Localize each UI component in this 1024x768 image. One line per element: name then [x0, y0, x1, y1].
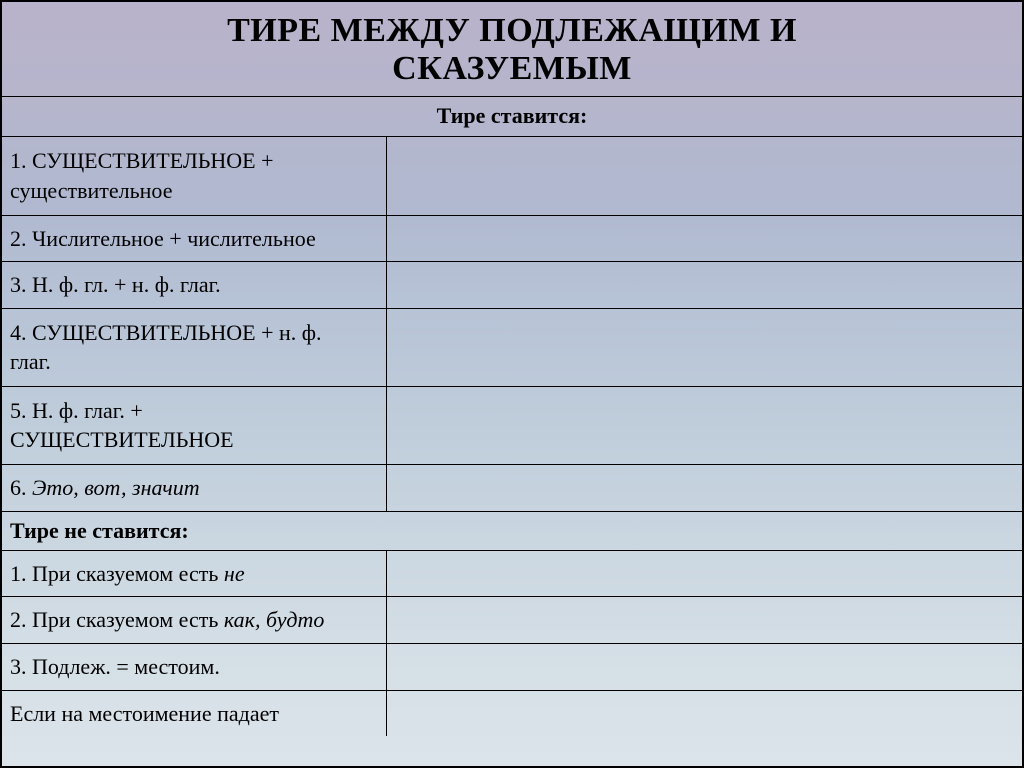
table-row: 2. Числительное + числительное [2, 215, 1022, 262]
rule-italic: не [224, 561, 245, 586]
table-row: 4. СУЩЕСТВИТЕЛЬНОЕ + н. ф. глаг. [2, 308, 1022, 386]
rule-plus: + н. ф. [261, 320, 321, 345]
subheader-dash-yes: Тире ставится: [2, 97, 1022, 137]
example-cell [386, 464, 1022, 511]
rule-num: 2. [10, 607, 27, 632]
rule-tail: Если на местоимение падает [10, 701, 279, 726]
subheader-dash-no: Тире не ставится: [2, 512, 1022, 551]
example-cell [386, 308, 1022, 386]
example-cell [386, 597, 1022, 644]
title-line-1: ТИРЕ МЕЖДУ ПОДЛЕЖАЩИМ И [10, 12, 1014, 50]
rule-cell: 3. Н. ф. гл. + н. ф. глаг. [2, 262, 386, 309]
rule-cell: 1. СУЩЕСТВИТЕЛЬНОЕ + существительное [2, 137, 386, 215]
rule-cell: 3. Подлеж. = местоим. [2, 643, 386, 690]
rule-italic: как, будто [224, 607, 325, 632]
rule-num: 5. [10, 398, 27, 423]
table-row: Если на местоимение падает [2, 690, 1022, 736]
rule-num: 1. [10, 148, 27, 173]
rule-text: Н. ф. гл. + н. ф. глаг. [32, 272, 221, 297]
rule-part-a: СУЩЕСТВИТЕЛЬНОЕ [32, 320, 256, 345]
rule-num: 2. [10, 226, 27, 251]
rule-num: 3. [10, 272, 27, 297]
example-cell [386, 137, 1022, 215]
table-row: 3. Подлеж. = местоим. [2, 643, 1022, 690]
rule-cell: 4. СУЩЕСТВИТЕЛЬНОЕ + н. ф. глаг. [2, 308, 386, 386]
slide: ТИРЕ МЕЖДУ ПОДЛЕЖАЩИМ И СКАЗУЕМЫМ Тире с… [0, 0, 1024, 768]
example-cell [386, 690, 1022, 736]
rule-num: 3. [10, 654, 27, 679]
table-row: 1. СУЩЕСТВИТЕЛЬНОЕ + существительное [2, 137, 1022, 215]
rule-plus: + [261, 148, 273, 173]
table-row: 1. При сказуемом есть не [2, 551, 1022, 597]
table-row: 2. При сказуемом есть как, будто [2, 597, 1022, 644]
rule-text: Подлеж. = местоим. [32, 654, 220, 679]
rule-italic: Это, вот, значит [32, 475, 200, 500]
rule-part-b: существительное [10, 178, 172, 203]
rule-cell: 1. При сказуемом есть не [2, 551, 386, 597]
table-dash-no: 1. При сказуемом есть не 2. При сказуемо… [2, 551, 1022, 737]
rule-cell: 2. Числительное + числительное [2, 215, 386, 262]
title-line-2: СКАЗУЕМЫМ [10, 50, 1014, 88]
slide-title: ТИРЕ МЕЖДУ ПОДЛЕЖАЩИМ И СКАЗУЕМЫМ [2, 2, 1022, 97]
example-cell [386, 643, 1022, 690]
rule-cell: 5. Н. ф. глаг. +СУЩЕСТВИТЕЛЬНОЕ [2, 386, 386, 464]
table-dash-yes: 1. СУЩЕСТВИТЕЛЬНОЕ + существительное 2. … [2, 137, 1022, 512]
example-cell [386, 262, 1022, 309]
rule-pre: При сказуемом есть [32, 607, 224, 632]
rule-num: 4. [10, 320, 27, 345]
rule-num: 6. [10, 475, 27, 500]
rule-cell: 6. Это, вот, значит [2, 464, 386, 511]
table-row: 3. Н. ф. гл. + н. ф. глаг. [2, 262, 1022, 309]
rule-num: 1. [10, 561, 27, 586]
example-cell [386, 215, 1022, 262]
table-row: 6. Это, вот, значит [2, 464, 1022, 511]
rule-cell: 2. При сказуемом есть как, будто [2, 597, 386, 644]
rule-part-a: СУЩЕСТВИТЕЛЬНОЕ [32, 148, 256, 173]
example-cell [386, 551, 1022, 597]
rule-part-b: глаг. [10, 349, 51, 374]
table-row: 5. Н. ф. глаг. +СУЩЕСТВИТЕЛЬНОЕ [2, 386, 1022, 464]
rule-text: Числительное + числительное [32, 226, 316, 251]
example-cell [386, 386, 1022, 464]
rule-cell: Если на местоимение падает [2, 690, 386, 736]
rule-pre: При сказуемом есть [32, 561, 224, 586]
